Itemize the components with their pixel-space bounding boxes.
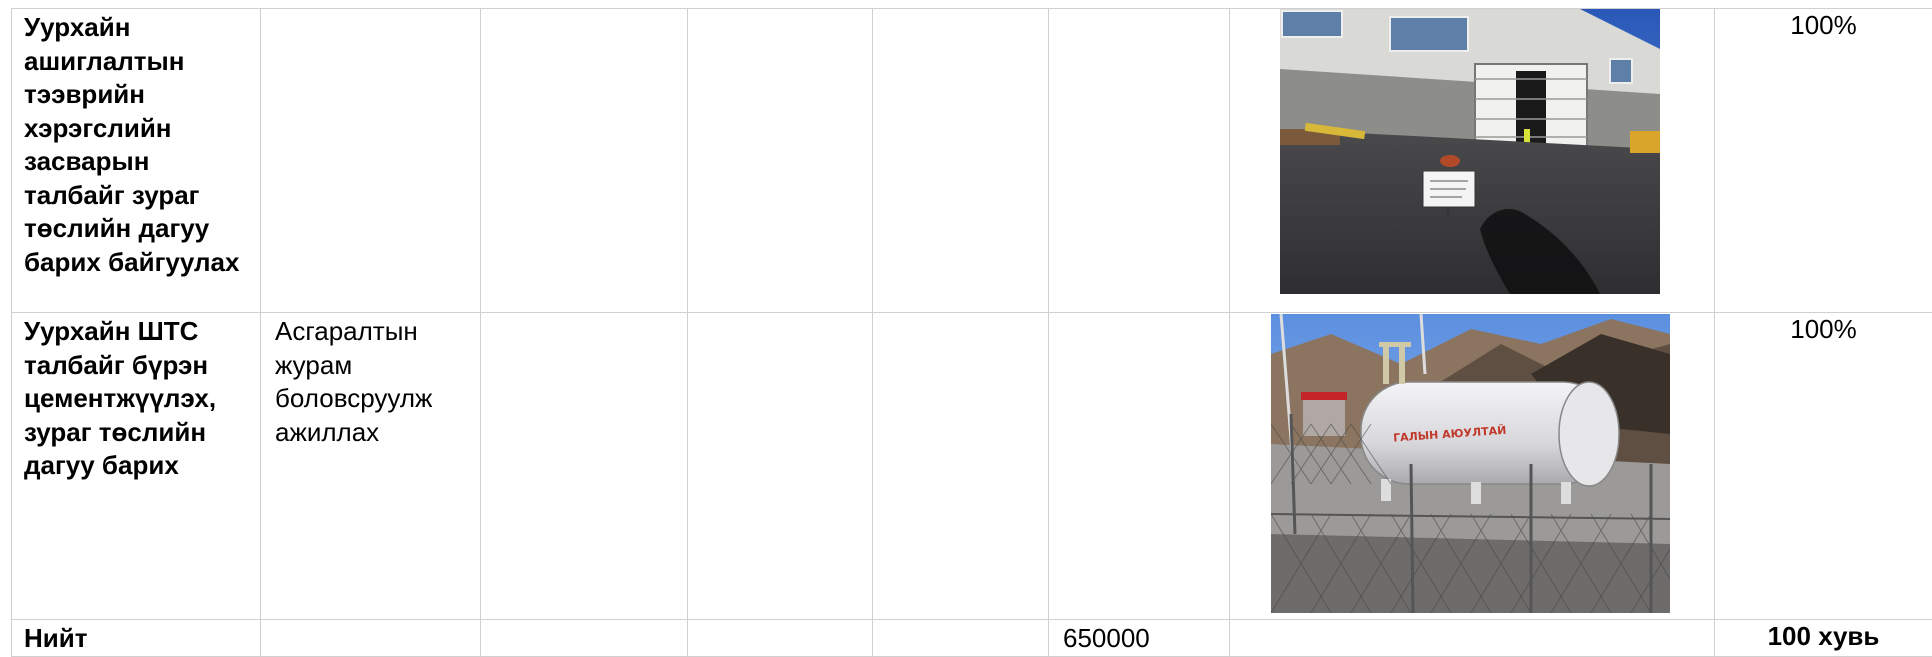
- task-cell: Уурхайн ашиглалтын тээврийн хэрэгслийн з…: [11, 8, 261, 313]
- percent-cell: 100%: [1714, 312, 1932, 620]
- total-percent: 100 хувь: [1714, 619, 1932, 657]
- total-label: Нийт: [11, 619, 261, 657]
- total-row: Нийт 650000 100 хувь: [11, 619, 1932, 657]
- photo-cell: [1229, 8, 1715, 313]
- empty-cell: [687, 8, 873, 313]
- empty-cell: [687, 619, 873, 657]
- empty-cell: [260, 619, 481, 657]
- table-row: Уурхайн ашиглалтын тээврийн хэрэгслийн з…: [11, 8, 1932, 313]
- table-row: Уурхайн ШТС талбайг бүрэн цементжүүлэх, …: [11, 312, 1932, 620]
- amount-cell: [1048, 8, 1230, 313]
- fuel-tank-photo: ГАЛЫН АЮУЛТАЙ: [1271, 314, 1670, 613]
- empty-cell: [872, 8, 1049, 313]
- photo-cell: ГАЛЫН АЮУЛТАЙ: [1229, 312, 1715, 620]
- empty-cell: [872, 619, 1049, 657]
- empty-cell: [872, 312, 1049, 620]
- empty-cell: [1229, 619, 1715, 657]
- total-amount: 650000: [1048, 619, 1230, 657]
- empty-cell: [480, 312, 688, 620]
- empty-cell: [480, 8, 688, 313]
- percent-cell: 100%: [1714, 8, 1932, 313]
- empty-cell: [687, 312, 873, 620]
- report-table: Уурхайн ашиглалтын тээврийн хэрэгслийн з…: [11, 8, 1932, 657]
- empty-cell: [480, 619, 688, 657]
- maintenance-building-photo: [1280, 9, 1660, 294]
- amount-cell: [1048, 312, 1230, 620]
- task-cell: Уурхайн ШТС талбайг бүрэн цементжүүлэх, …: [11, 312, 261, 620]
- action-cell: [260, 8, 481, 313]
- action-cell: Асгаралтын журам боловсруулж ажиллах: [260, 312, 481, 620]
